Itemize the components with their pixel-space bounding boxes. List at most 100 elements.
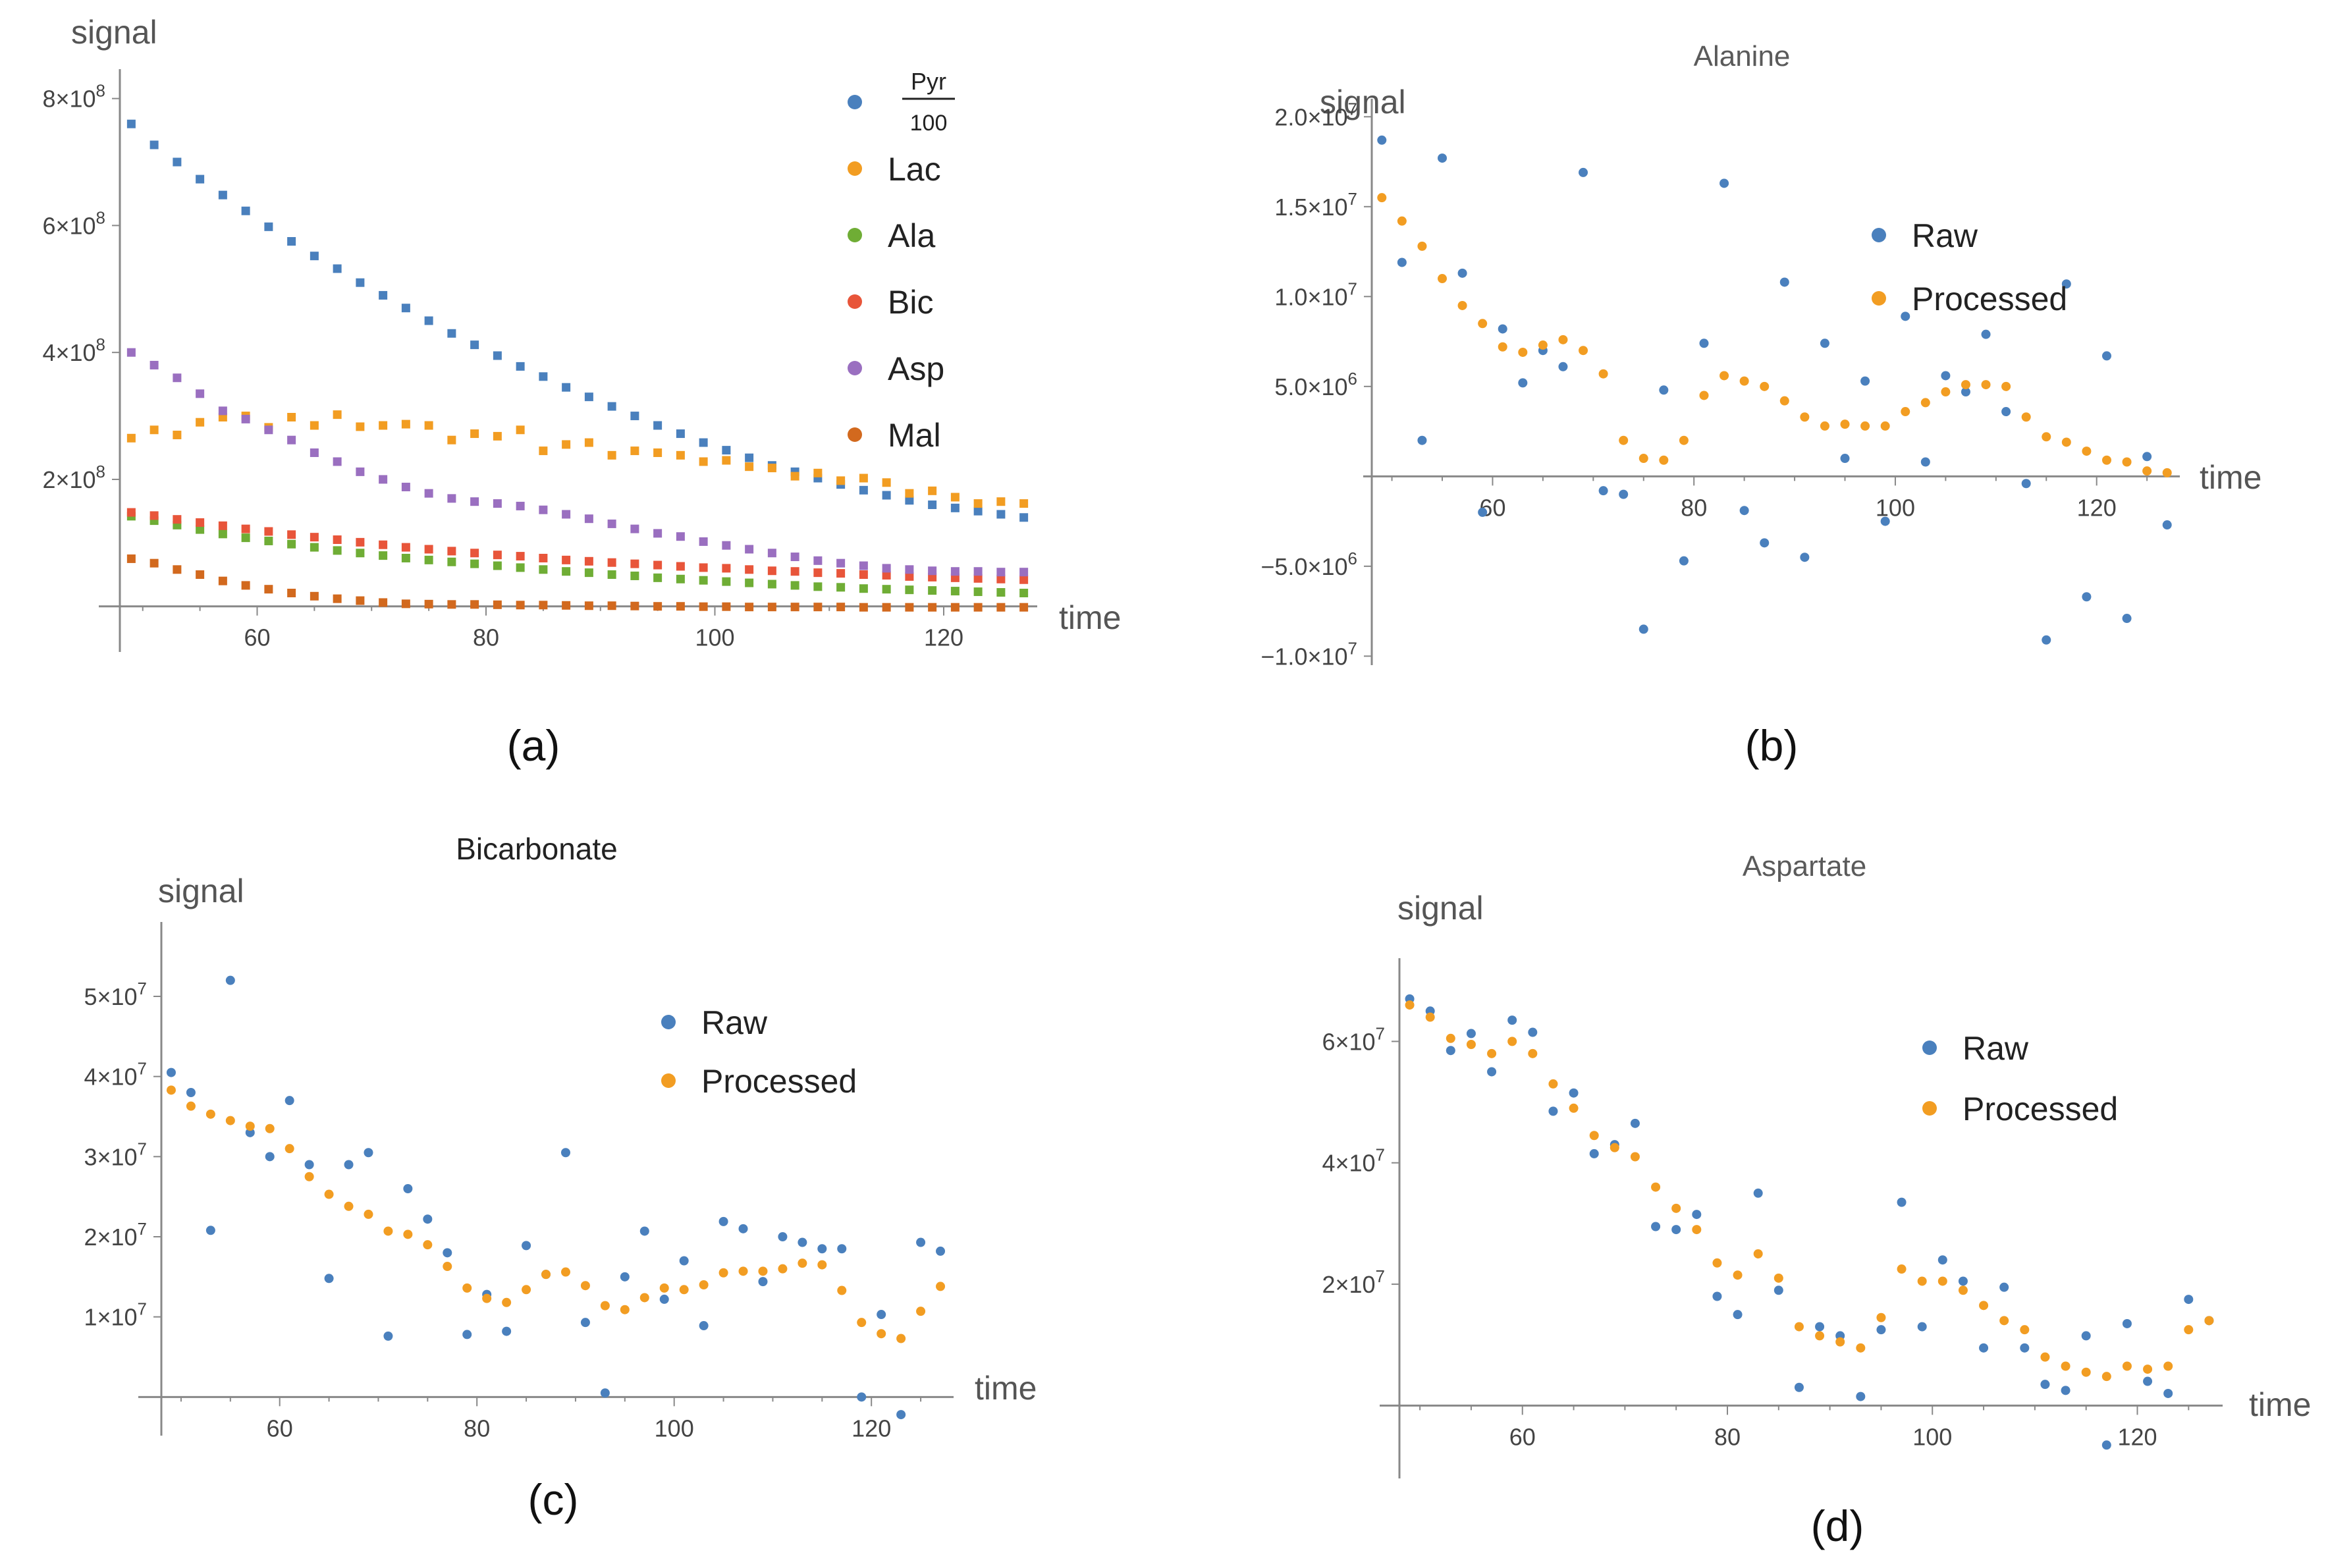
data-point [950, 567, 960, 576]
y-tick-label: 1.5×107 [1274, 189, 1357, 221]
data-point [745, 453, 754, 462]
data-point [699, 457, 708, 466]
data-point [2040, 1352, 2050, 1362]
data-point [324, 1189, 334, 1199]
data-point [287, 435, 296, 445]
data-point [1880, 421, 1890, 431]
data-point [2042, 432, 2051, 442]
data-point [813, 582, 823, 591]
data-point [1753, 1188, 1763, 1198]
data-point [310, 448, 319, 457]
data-point [1019, 499, 1029, 508]
data-point [310, 421, 319, 430]
data-point [562, 383, 571, 392]
data-point [857, 1318, 867, 1328]
data-point [470, 600, 479, 609]
data-point [916, 1237, 926, 1247]
x-tick-label: 60 [1479, 494, 1505, 521]
data-point [284, 1144, 294, 1154]
data-point [2143, 1376, 2153, 1386]
data-point [1417, 241, 1427, 251]
data-point [1941, 387, 1951, 397]
legend-marker [848, 161, 862, 176]
data-point [2101, 1440, 2111, 1450]
data-point [630, 446, 639, 456]
data-point [2082, 446, 2092, 456]
data-point [196, 570, 205, 580]
chart-title: Aspartate [1743, 850, 1866, 882]
data-point [1548, 1079, 1558, 1089]
data-point [1820, 421, 1829, 431]
data-point [379, 540, 388, 549]
data-point [1019, 513, 1029, 522]
data-point [287, 237, 296, 246]
legend-label: Processed [701, 1063, 857, 1100]
data-point [1958, 1276, 1968, 1286]
data-point [304, 1160, 314, 1170]
data-point [2042, 635, 2051, 645]
y-tick-label: 3×107 [84, 1139, 147, 1170]
data-point [653, 602, 663, 611]
data-point [2162, 520, 2172, 530]
data-point [2061, 1386, 2071, 1395]
legend-marker [661, 1073, 676, 1088]
y-tick-label: 8×108 [42, 81, 105, 113]
x-tick-label: 60 [267, 1415, 293, 1442]
legend-marker [1872, 291, 1886, 306]
data-point [1856, 1392, 1866, 1401]
series-asp [126, 348, 1029, 577]
data-point [443, 1248, 452, 1258]
data-point [877, 1310, 886, 1320]
data-point [973, 499, 983, 508]
data-point [584, 392, 593, 402]
data-point [607, 519, 616, 528]
data-point [1438, 153, 1448, 163]
data-point [653, 421, 663, 430]
data-point [1961, 380, 1970, 390]
data-point [2061, 279, 2071, 289]
data-point [1457, 300, 1467, 310]
data-point [1779, 396, 1789, 406]
data-point [401, 543, 410, 552]
data-point [950, 587, 960, 596]
data-point [630, 524, 639, 533]
data-point [973, 567, 983, 576]
data-point [778, 1264, 788, 1274]
x-tick-label: 60 [244, 624, 270, 651]
data-point [659, 1283, 669, 1293]
legend-label: Lac [888, 151, 941, 188]
data-point [424, 545, 433, 554]
data-point [679, 1256, 689, 1266]
data-point [149, 140, 159, 149]
y-tick-label: 6×108 [42, 207, 105, 239]
x-tick-label: 80 [473, 624, 499, 651]
data-point [676, 532, 685, 541]
data-point [1528, 1048, 1538, 1058]
data-point [1941, 371, 1951, 381]
data-point [653, 448, 663, 457]
legend: Raw Processed [661, 1004, 857, 1100]
data-point [1733, 1310, 1743, 1320]
data-point [196, 525, 205, 534]
data-point [1794, 1322, 1804, 1332]
data-point [1457, 268, 1467, 278]
data-point [287, 588, 296, 597]
legend-marker [661, 1015, 676, 1029]
data-point [493, 600, 502, 609]
data-point [493, 551, 502, 560]
data-point [241, 206, 250, 215]
y-axis-label: signal [71, 14, 157, 51]
data-point [836, 603, 846, 612]
data-point [896, 1410, 906, 1420]
data-point [560, 1267, 570, 1277]
data-point [562, 440, 571, 449]
data-point [379, 551, 388, 560]
data-point [2122, 1318, 2132, 1328]
data-point [1019, 603, 1029, 612]
data-point [1800, 553, 1810, 562]
data-point [516, 362, 525, 371]
chart-title: Bicarbonate [456, 832, 618, 866]
data-point [905, 565, 914, 574]
data-point [126, 433, 136, 443]
y-axis-label: signal [1397, 890, 1484, 927]
